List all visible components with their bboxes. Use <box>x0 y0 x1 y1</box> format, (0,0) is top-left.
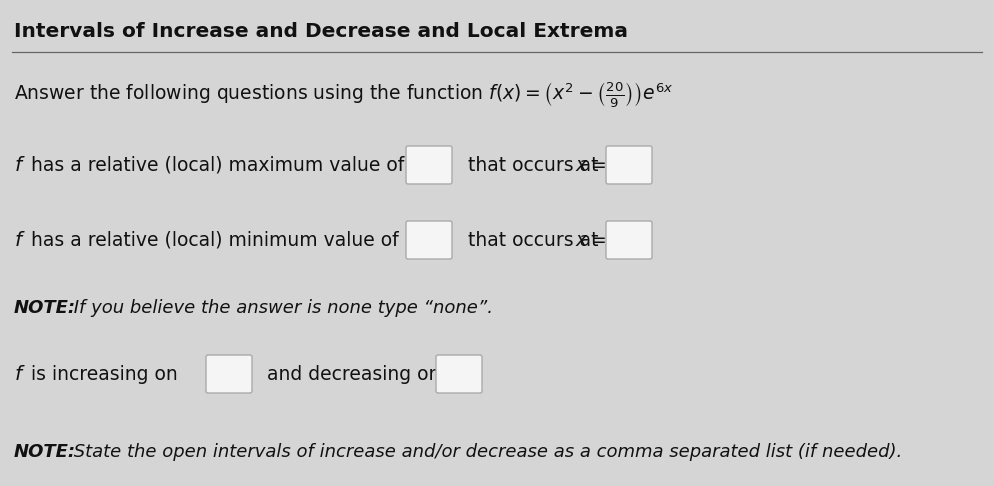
Text: and decreasing on: and decreasing on <box>255 364 440 383</box>
Text: NOTE:: NOTE: <box>14 299 77 317</box>
FancyBboxPatch shape <box>406 146 452 184</box>
FancyBboxPatch shape <box>436 355 482 393</box>
Text: Answer the following questions using the function $f(x) = \left(x^2 - \left(\fra: Answer the following questions using the… <box>14 80 673 110</box>
Text: $x =$: $x =$ <box>575 156 606 174</box>
Text: State the open intervals of increase and/or decrease as a comma separated list (: State the open intervals of increase and… <box>68 443 903 461</box>
Text: Intervals of Increase and Decrease and Local Extrema: Intervals of Increase and Decrease and L… <box>14 22 628 41</box>
FancyBboxPatch shape <box>206 355 252 393</box>
FancyBboxPatch shape <box>406 221 452 259</box>
Text: $f$: $f$ <box>14 230 26 249</box>
Text: $x =$: $x =$ <box>575 230 606 249</box>
Text: NOTE:: NOTE: <box>14 443 77 461</box>
Text: is increasing on: is increasing on <box>25 364 178 383</box>
Text: If you believe the answer is none type “none”.: If you believe the answer is none type “… <box>68 299 493 317</box>
FancyBboxPatch shape <box>606 146 652 184</box>
Text: that occurs at: that occurs at <box>456 156 604 174</box>
Text: that occurs at: that occurs at <box>456 230 604 249</box>
Text: has a relative (local) minimum value of: has a relative (local) minimum value of <box>25 230 399 249</box>
Text: $f$: $f$ <box>14 364 26 383</box>
FancyBboxPatch shape <box>606 221 652 259</box>
Text: has a relative (local) maximum value of: has a relative (local) maximum value of <box>25 156 405 174</box>
Text: $f$: $f$ <box>14 156 26 174</box>
